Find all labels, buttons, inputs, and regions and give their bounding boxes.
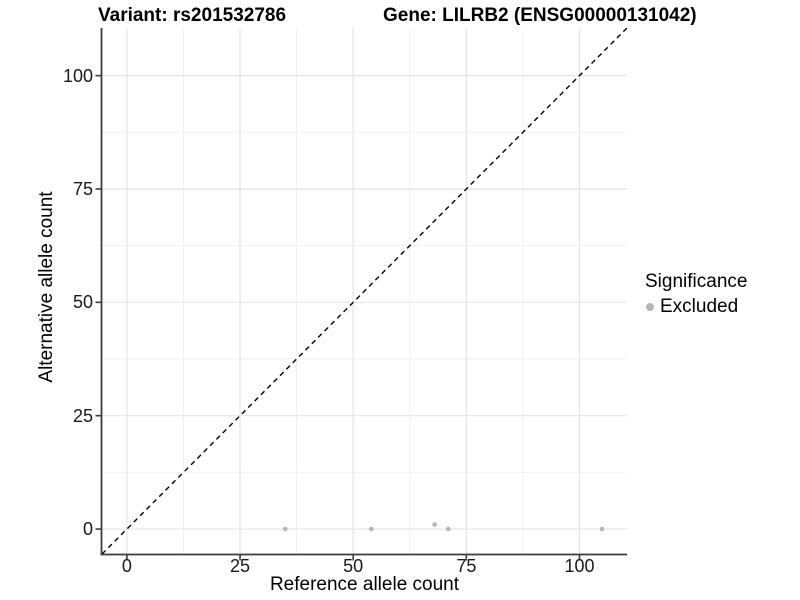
identity-dashed-line [101,27,628,555]
data-point [368,526,374,532]
legend-title: Significance [645,271,748,292]
y-tick-label: 0 [82,519,93,540]
x-tick-label: 100 [564,556,595,576]
x-axis-title: Reference allele count [269,574,460,595]
y-axis-title: Alternative allele count [36,191,57,383]
legend-point-icon [646,303,654,311]
x-tick-label: 75 [456,556,477,576]
data-point [445,526,451,532]
legend: Significance Excluded [645,271,747,318]
data-point [432,522,437,527]
y-tick-label: 50 [72,292,93,313]
legend-item-excluded: Excluded [645,296,747,318]
x-tick-label: 25 [230,556,251,576]
y-tick-label: 25 [72,405,93,426]
x-tick-label: 0 [121,556,132,576]
plot-title-variant: Variant: rs201532786 [98,5,287,26]
y-tick-label: 100 [62,65,93,86]
data-point [282,526,288,532]
y-tick-label: 75 [72,178,93,199]
legend-item-label: Excluded [660,296,739,317]
data-point [599,526,605,532]
plot-title-gene: Gene: LILRB2 (ENSG00000131042) [383,5,697,26]
x-tick-label: 50 [343,556,364,576]
